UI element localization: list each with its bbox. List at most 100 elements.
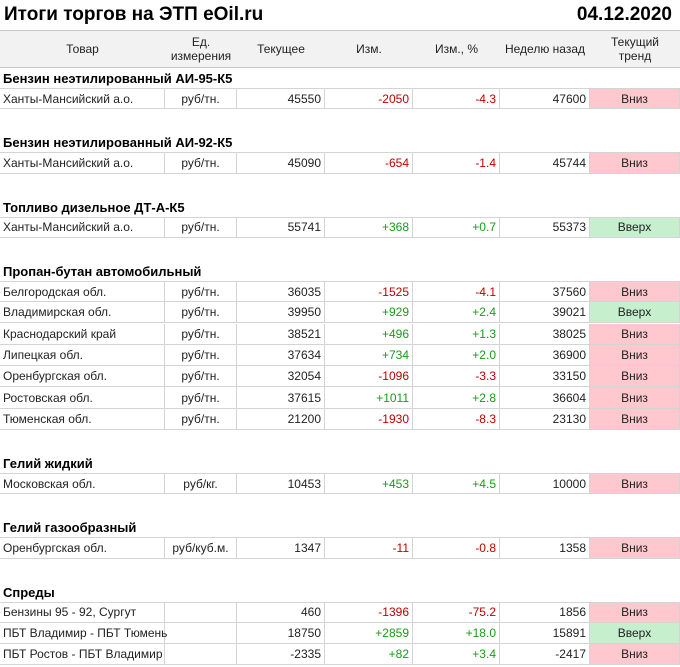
trend-cell: Вверх (590, 217, 680, 237)
trend-cell: Вверх (590, 622, 680, 644)
cell: +453 (325, 474, 413, 494)
trend-cell: Вниз (590, 89, 680, 109)
cell: +734 (325, 344, 413, 366)
cell: +2.0 (413, 344, 500, 366)
cell: 1358 (500, 538, 590, 558)
cell: 15891 (500, 622, 590, 644)
column-header: Изм., % (434, 42, 479, 56)
column-header: Текущее (257, 42, 305, 56)
trend-cell: Вниз (590, 644, 680, 665)
cell: руб/тн. (165, 217, 237, 237)
cell: -4.3 (413, 89, 500, 109)
section-title: Бензин неэтилированный АИ-95-К5 (3, 71, 233, 86)
table-row: Московская обл. руб/кг. 10453 +453 +4.5 10000… (0, 473, 680, 495)
cell: +2.4 (413, 302, 500, 323)
cell: 38521 (237, 323, 325, 344)
table-row: Тюменская обл. руб/тн. 21200 -1930 -8.3 23130… (0, 408, 680, 430)
cell: Белгородская обл. (0, 281, 165, 302)
cell: Ханты-Мансийский а.о. (0, 217, 165, 237)
table-header: Товар Ед. измерения Текущее Изм. Изм., % Неде… (0, 30, 680, 68)
cell: руб/тн. (165, 281, 237, 302)
table-row: Ханты-Мансийский а.о. руб/тн. 45550 -2050 -4… (0, 88, 680, 110)
cell: -1930 (325, 408, 413, 429)
cell: ПБТ Владимир - ПБТ Тюмень (0, 622, 167, 644)
cell: -1396 (325, 602, 413, 622)
cell: Ростовская обл. (0, 387, 165, 408)
trend-cell: Вниз (590, 538, 680, 558)
cell: руб/куб.м. (165, 538, 237, 558)
cell: руб/тн. (165, 89, 237, 109)
table-row: Липецкая обл. руб/тн. 37634 +734 +2.0 36900 Вн… (0, 344, 680, 367)
cell: Липецкая обл. (0, 344, 165, 366)
table-row: Владимирская обл. руб/тн. 39950 +929 +2.4 390… (0, 302, 680, 324)
trend-cell: Вниз (590, 323, 680, 344)
cell: Владимирская обл. (0, 302, 165, 323)
cell: 39021 (500, 302, 590, 323)
cell: 33150 (500, 366, 590, 387)
cell: 37615 (237, 387, 325, 408)
cell: -2050 (325, 89, 413, 109)
cell: 39950 (237, 302, 325, 323)
cell: Краснодарский край (0, 323, 165, 344)
cell: 1856 (500, 602, 590, 622)
cell: -75.2 (413, 602, 500, 622)
table-row: Бензины 95 - 92, Сургут 460 -1396 -75.2 1856… (0, 601, 680, 623)
cell: руб/тн. (165, 408, 237, 429)
cell: 45090 (237, 153, 325, 173)
cell: 1347 (237, 538, 325, 558)
table-row: Оренбургская обл. руб/тн. 32054 -1096 -3.3 33… (0, 366, 680, 388)
cell: 18750 (237, 622, 325, 644)
cell: 45744 (500, 153, 590, 173)
section-title: Спреды (3, 584, 55, 600)
cell: +4.5 (413, 474, 500, 494)
cell: 36035 (237, 281, 325, 302)
trend-cell: Вниз (590, 281, 680, 302)
column-header: Ед. измерения (170, 35, 232, 63)
table-row: Оренбургская обл. руб/куб.м. 1347 -11 -0.8 13… (0, 537, 680, 559)
cell (165, 622, 237, 644)
table-row: Ханты-Мансийский а.о. руб/тн. 55741 +368 +0.… (0, 216, 680, 238)
cell: 32054 (237, 366, 325, 387)
table-row: ПБТ Ростов - ПБТ Владимир -2335 +82 +3.4 -24… (0, 644, 680, 666)
column-header: Изм. (356, 42, 382, 56)
cell (165, 644, 237, 665)
table-row: ПБТ Владимир - ПБТ Тюмень 18750 +2859 +18.0… (0, 622, 680, 645)
cell: -1525 (325, 281, 413, 302)
cell: 36900 (500, 344, 590, 366)
cell: Московская обл. (0, 474, 165, 494)
cell: -3.3 (413, 366, 500, 387)
cell: +2.8 (413, 387, 500, 408)
cell: 37560 (500, 281, 590, 302)
cell: руб/кг. (165, 474, 237, 494)
cell: руб/тн. (165, 302, 237, 323)
cell: Оренбургская обл. (0, 538, 165, 558)
cell: +368 (325, 217, 413, 237)
trend-cell: Вниз (590, 474, 680, 494)
cell: +1011 (325, 387, 413, 408)
column-header: Товар (66, 42, 99, 56)
trend-cell: Вниз (590, 408, 680, 429)
cell: +0.7 (413, 217, 500, 237)
cell: 10453 (237, 474, 325, 494)
cell: -1096 (325, 366, 413, 387)
cell: -11 (325, 538, 413, 558)
table-row: Белгородская обл. руб/тн. 36035 -1525 -4.1 37… (0, 280, 680, 303)
cell: ПБТ Ростов - ПБТ Владимир (0, 644, 165, 665)
cell (165, 602, 237, 622)
trend-cell: Вниз (590, 366, 680, 387)
cell: руб/тн. (165, 153, 237, 173)
cell: +3.4 (413, 644, 500, 665)
cell: 45550 (237, 89, 325, 109)
trend-cell: Вниз (590, 153, 680, 173)
trend-cell: Вниз (590, 344, 680, 366)
date: 04.12.2020 (576, 4, 672, 25)
cell: 23130 (500, 408, 590, 429)
section-title: Бензин неэтилированный АИ-92-К5 (3, 135, 233, 151)
cell: +82 (325, 644, 413, 665)
cell: 47600 (500, 89, 590, 109)
column-header: Неделю назад (504, 42, 586, 56)
cell: 10000 (500, 474, 590, 494)
cell: +1.3 (413, 323, 500, 344)
cell: руб/тн. (165, 344, 237, 366)
